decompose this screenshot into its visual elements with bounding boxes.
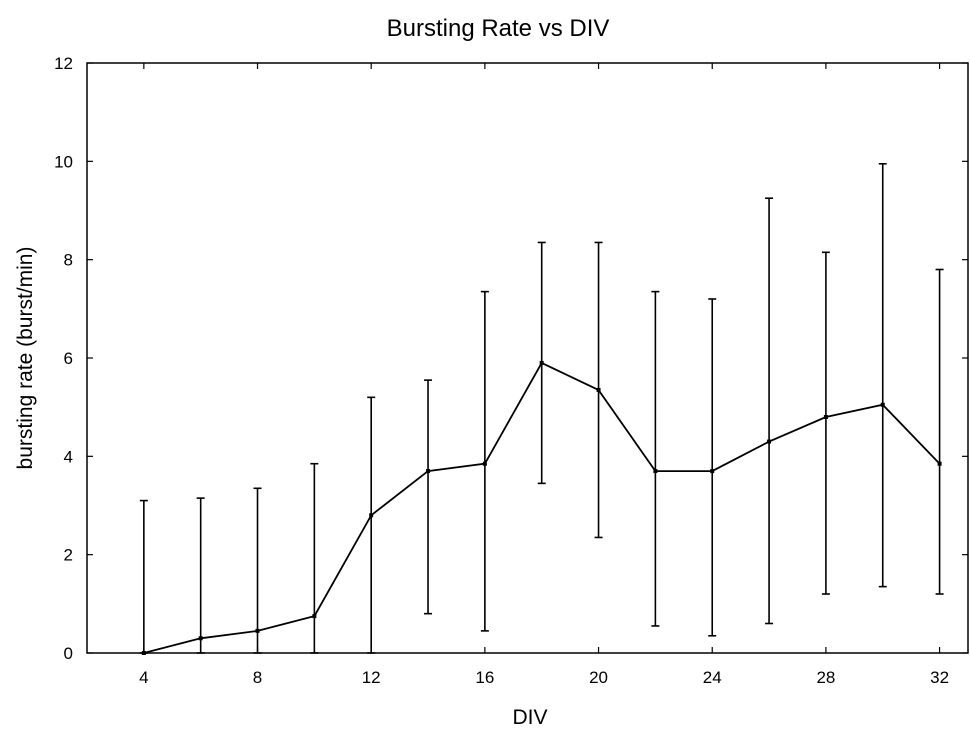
data-point <box>198 636 203 641</box>
data-point <box>141 651 146 655</box>
data-point <box>426 469 431 474</box>
y-tick-label: 12 <box>54 54 73 73</box>
x-tick-label: 8 <box>253 668 262 687</box>
y-tick-label: 4 <box>64 447 73 466</box>
data-point <box>823 415 828 419</box>
data-point <box>369 513 374 518</box>
y-tick-label: 8 <box>64 251 73 270</box>
x-tick-label: 28 <box>816 668 835 687</box>
y-tick-label: 6 <box>64 349 73 368</box>
data-point <box>596 387 601 392</box>
data-point <box>653 469 658 474</box>
x-axis-title: DIV <box>512 706 547 729</box>
y-tick-label: 10 <box>54 152 73 171</box>
data-point <box>482 461 487 466</box>
y-tick-label: 2 <box>64 546 73 565</box>
x-tick-label: 24 <box>703 668 722 687</box>
x-tick-label: 12 <box>362 668 381 687</box>
y-axis-title: bursting rate (burst/min) <box>14 247 37 470</box>
data-point <box>767 439 772 444</box>
data-point <box>312 614 317 619</box>
x-tick-label: 32 <box>930 668 949 687</box>
y-tick-label: 0 <box>64 644 73 663</box>
x-tick-label: 20 <box>589 668 608 687</box>
data-point <box>710 469 715 474</box>
data-point <box>937 461 942 466</box>
data-point <box>539 360 544 365</box>
x-tick-label: 4 <box>139 668 148 687</box>
data-point <box>880 402 885 407</box>
x-tick-label: 16 <box>475 668 494 687</box>
plot-frame <box>86 62 969 654</box>
data-point <box>255 628 260 633</box>
chart-title: Bursting Rate vs DIV <box>387 15 610 42</box>
